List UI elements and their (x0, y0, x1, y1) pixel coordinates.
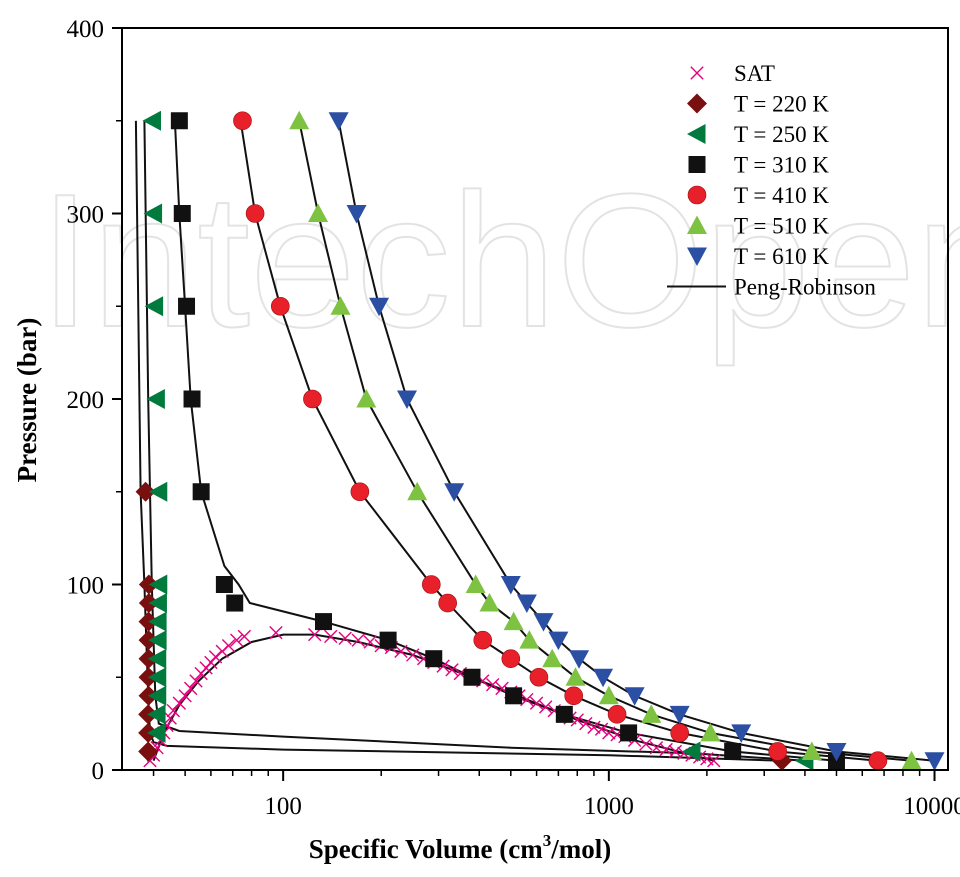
point-t-410-k-7 (439, 594, 457, 612)
x-axis-label: Specific Volume (cm3/mol) (309, 831, 611, 864)
legend-marker-3 (687, 124, 706, 144)
point-sat-11 (184, 682, 196, 694)
point-sat-9 (173, 697, 185, 709)
point-t-510-k-5 (407, 482, 427, 501)
x-axis-label-tail: /mol) (550, 834, 611, 864)
y-tick-label: 400 (67, 16, 105, 43)
point-t-610-k-5 (444, 483, 464, 502)
point-t-410-k-15 (869, 752, 887, 770)
point-t-410-k-13 (671, 724, 689, 742)
point-t-410-k-2 (246, 205, 264, 223)
point-sat-18 (222, 640, 234, 652)
x-tick-label: 100 (264, 793, 302, 820)
legend-marker-2 (687, 94, 707, 114)
point-t-510-k-13 (641, 704, 661, 723)
legend-label: T = 610 K (734, 244, 829, 269)
point-t-410-k-9 (502, 650, 520, 668)
y-axis-label: Pressure (bar) (12, 318, 42, 483)
point-t-510-k-12 (599, 686, 619, 705)
y-tick-label: 300 (67, 202, 105, 229)
point-t-310-k-9 (380, 632, 397, 649)
point-t-410-k-4 (303, 390, 321, 408)
point-t-610-k-16 (925, 752, 945, 771)
point-t-410-k-3 (271, 297, 289, 315)
point-t-410-k-5 (351, 483, 369, 501)
point-t-310-k-11 (463, 669, 480, 686)
legend-label: SAT (734, 61, 775, 86)
point-t-310-k-4 (184, 391, 201, 408)
y-tick-label: 100 (67, 573, 105, 600)
point-t-310-k-14 (620, 724, 637, 741)
point-t-410-k-14 (769, 742, 787, 760)
point-t-310-k-3 (178, 298, 195, 315)
point-t-410-k-11 (565, 687, 583, 705)
point-t-310-k-7 (226, 595, 243, 612)
point-t-310-k-13 (556, 706, 573, 723)
point-t-610-k-10 (569, 650, 589, 669)
legend-label: T = 510 K (734, 214, 829, 239)
point-sat-16 (209, 651, 221, 663)
point-t-510-k-7 (479, 593, 499, 612)
x-tick-label: 1000 (584, 793, 634, 820)
point-t-410-k-6 (422, 576, 440, 594)
legend-label: T = 220 K (734, 92, 829, 117)
point-sat-25 (352, 634, 364, 646)
point-t-310-k-10 (425, 650, 442, 667)
point-t-410-k-1 (233, 112, 251, 130)
legend-marker-5 (688, 186, 706, 204)
point-sat-10 (179, 690, 191, 702)
point-t-610-k-4 (397, 391, 417, 410)
x-axis-label-sup: 3 (543, 831, 552, 850)
point-t-510-k-8 (504, 612, 524, 631)
point-sat-26 (364, 636, 376, 648)
point-t-310-k-8 (315, 613, 332, 630)
point-t-410-k-8 (474, 631, 492, 649)
point-t-510-k-4 (356, 389, 376, 408)
point-t-310-k-1 (171, 112, 188, 129)
point-t-410-k-12 (608, 705, 626, 723)
point-t-310-k-12 (505, 687, 522, 704)
point-t-610-k-11 (593, 669, 613, 688)
point-t-310-k-6 (216, 576, 233, 593)
point-t-610-k-1 (329, 112, 349, 131)
y-tick-label: 200 (67, 387, 105, 414)
legend-marker-1 (691, 67, 703, 79)
point-t-310-k-5 (193, 483, 210, 500)
legend-label: T = 250 K (734, 122, 829, 147)
legend-label: T = 410 K (734, 183, 829, 208)
point-t-310-k-15 (724, 743, 741, 760)
legend-label: T = 310 K (734, 153, 829, 178)
point-t-510-k-1 (289, 111, 309, 130)
point-t-250-k-10 (149, 482, 168, 502)
point-t-510-k-6 (466, 575, 486, 594)
point-t-510-k-10 (542, 649, 562, 668)
x-tick-label: 10000 (903, 793, 960, 820)
x-axis-label-main: Specific Volume (cm (309, 834, 543, 864)
legend-label: Peng-Robinson (734, 275, 876, 300)
point-t-410-k-10 (530, 668, 548, 686)
point-t-310-k-2 (174, 205, 191, 222)
y-tick-label: 0 (92, 758, 105, 785)
legend-marker-4 (689, 156, 706, 173)
point-t-510-k-11 (566, 667, 586, 686)
